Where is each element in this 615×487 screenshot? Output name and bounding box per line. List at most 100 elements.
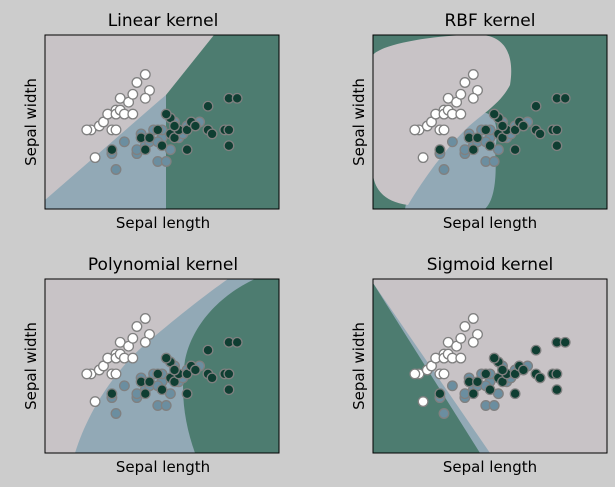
scatter-point-class2 [534, 128, 546, 140]
scatter-point-class2 [434, 388, 446, 400]
scatter-points-rbf [409, 69, 571, 175]
scatter-point-class2 [551, 124, 563, 136]
scatter-point-class1 [488, 156, 500, 167]
panel-sigmoid: Sigmoid kernel Sepal length Sepal width [350, 255, 608, 476]
scatter-point-class2 [106, 144, 118, 156]
scatter-point-class2 [231, 92, 243, 104]
scatter-point-class2 [488, 352, 500, 364]
scatter-point-class0 [81, 368, 93, 380]
axes-frame [44, 34, 280, 210]
panel-linear-title: Linear kernel [108, 11, 219, 31]
scatter-point-class0 [455, 88, 467, 100]
scatter-point-class0 [417, 152, 429, 164]
scatter-point-class2 [517, 364, 529, 376]
scatter-point-class2 [202, 100, 214, 112]
scatter-point-class2 [467, 388, 479, 400]
scatter-point-class2 [472, 376, 483, 388]
scatter-point-class0 [455, 352, 467, 364]
scatter-point-class0 [438, 368, 450, 380]
scatter-point-class2 [509, 144, 521, 156]
scatter-point-class0 [131, 77, 143, 88]
scatter-point-class2 [189, 364, 201, 376]
scatter-point-class0 [459, 321, 471, 332]
scatter-point-class2 [488, 108, 500, 120]
scatter-point-class2 [231, 336, 243, 348]
scatter-point-class0 [438, 124, 450, 136]
panel-linear-xlabel: Sepal length [116, 214, 210, 232]
scatter-point-class0 [467, 92, 479, 104]
scatter-point-class2 [497, 120, 508, 132]
scatter-point-class1 [110, 164, 122, 175]
scatter-point-class2 [559, 92, 571, 104]
scatter-point-class2 [139, 388, 151, 400]
scatter-point-class2 [169, 364, 180, 376]
scatter-point-class0 [127, 88, 139, 100]
scatter-point-class1 [488, 400, 500, 411]
scatter-point-class0 [467, 336, 479, 348]
panel-sigmoid-title: Sigmoid kernel [427, 255, 554, 275]
scatter-point-class0 [131, 321, 143, 332]
scatter-point-class0 [110, 124, 122, 136]
scatter-point-class2 [139, 144, 151, 156]
scatter-points-sigmoid [409, 313, 571, 419]
scatter-point-class1 [438, 408, 450, 419]
scatter-point-class0 [127, 352, 139, 364]
panel-linear-ylabel: Sepal width [22, 78, 40, 166]
scatter-point-class2 [467, 144, 479, 156]
panel-sigmoid-xlabel: Sepal length [443, 458, 537, 476]
axes-frame [44, 278, 280, 454]
scatter-points-linear [81, 69, 243, 175]
scatter-point-class2 [223, 124, 235, 136]
scatter-point-class2 [534, 372, 546, 384]
scatter-point-class2 [484, 384, 496, 396]
scatter-point-class0 [409, 124, 421, 136]
scatter-point-class2 [206, 128, 218, 140]
scatter-point-class0 [467, 69, 479, 80]
scatter-point-class0 [455, 108, 467, 120]
scatter-point-class2 [156, 140, 168, 152]
scatter-point-class2 [223, 368, 235, 380]
panel-rbf-ylabel: Sepal width [350, 78, 368, 166]
scatter-point-class2 [181, 388, 193, 400]
panel-rbf-title: RBF kernel [444, 11, 535, 31]
region-class1 [45, 95, 166, 209]
panel-polynomial-ylabel: Sepal width [22, 322, 40, 410]
scatter-point-class1 [118, 380, 130, 392]
scatter-point-class2 [551, 384, 563, 396]
scatter-point-class2 [223, 384, 235, 396]
scatter-point-class0 [467, 313, 479, 324]
scatter-point-class1 [446, 380, 458, 392]
scatter-point-class2 [144, 376, 155, 388]
scatter-point-class1 [160, 400, 172, 411]
scatter-point-class0 [139, 336, 151, 348]
panel-polynomial: Polynomial kernel Sepal length Sepal wid… [22, 255, 280, 476]
scatter-point-class2 [497, 364, 508, 376]
panel-rbf: RBF kernel Sepal length Sepal width [350, 11, 608, 232]
panel-sigmoid-ylabel: Sepal width [350, 322, 368, 410]
scatter-point-class2 [480, 368, 492, 380]
scatter-point-class2 [206, 372, 218, 384]
scatter-point-class2 [551, 368, 563, 380]
scatter-point-class2 [156, 384, 168, 396]
scatter-point-class2 [223, 140, 235, 152]
panel-polynomial-xlabel: Sepal length [116, 458, 210, 476]
scatter-point-class1 [446, 136, 458, 148]
scatter-points-polynomial [81, 313, 243, 419]
scatter-point-class0 [139, 69, 151, 80]
scatter-point-class2 [202, 344, 214, 356]
scatter-point-class2 [160, 108, 172, 120]
scatter-point-class2 [181, 144, 193, 156]
scatter-point-class0 [127, 332, 139, 344]
panel-rbf-xlabel: Sepal length [443, 214, 537, 232]
scatter-point-class0 [417, 396, 429, 408]
scatter-point-class2 [152, 124, 164, 136]
scatter-point-class2 [189, 120, 201, 132]
scatter-point-class0 [89, 396, 101, 408]
region-class2 [183, 279, 279, 453]
axes-frame [372, 278, 608, 454]
scatter-point-class0 [139, 92, 151, 104]
scatter-point-class2 [472, 132, 483, 144]
scatter-point-class0 [81, 124, 93, 136]
scatter-point-class1 [118, 136, 130, 148]
scatter-point-class2 [106, 388, 118, 400]
